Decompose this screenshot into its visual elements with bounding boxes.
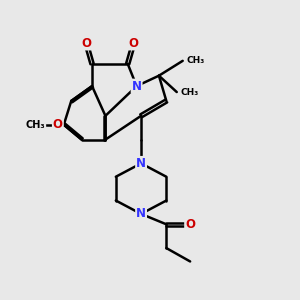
Text: CH₃: CH₃: [180, 88, 199, 97]
Text: O: O: [81, 37, 91, 50]
Text: O: O: [185, 218, 195, 231]
Text: CH₃: CH₃: [186, 56, 205, 65]
Text: N: N: [132, 80, 142, 93]
Text: O: O: [129, 37, 139, 50]
Text: N: N: [136, 207, 146, 220]
Text: O: O: [53, 118, 63, 131]
Text: N: N: [136, 157, 146, 170]
Text: CH₃: CH₃: [26, 120, 45, 130]
